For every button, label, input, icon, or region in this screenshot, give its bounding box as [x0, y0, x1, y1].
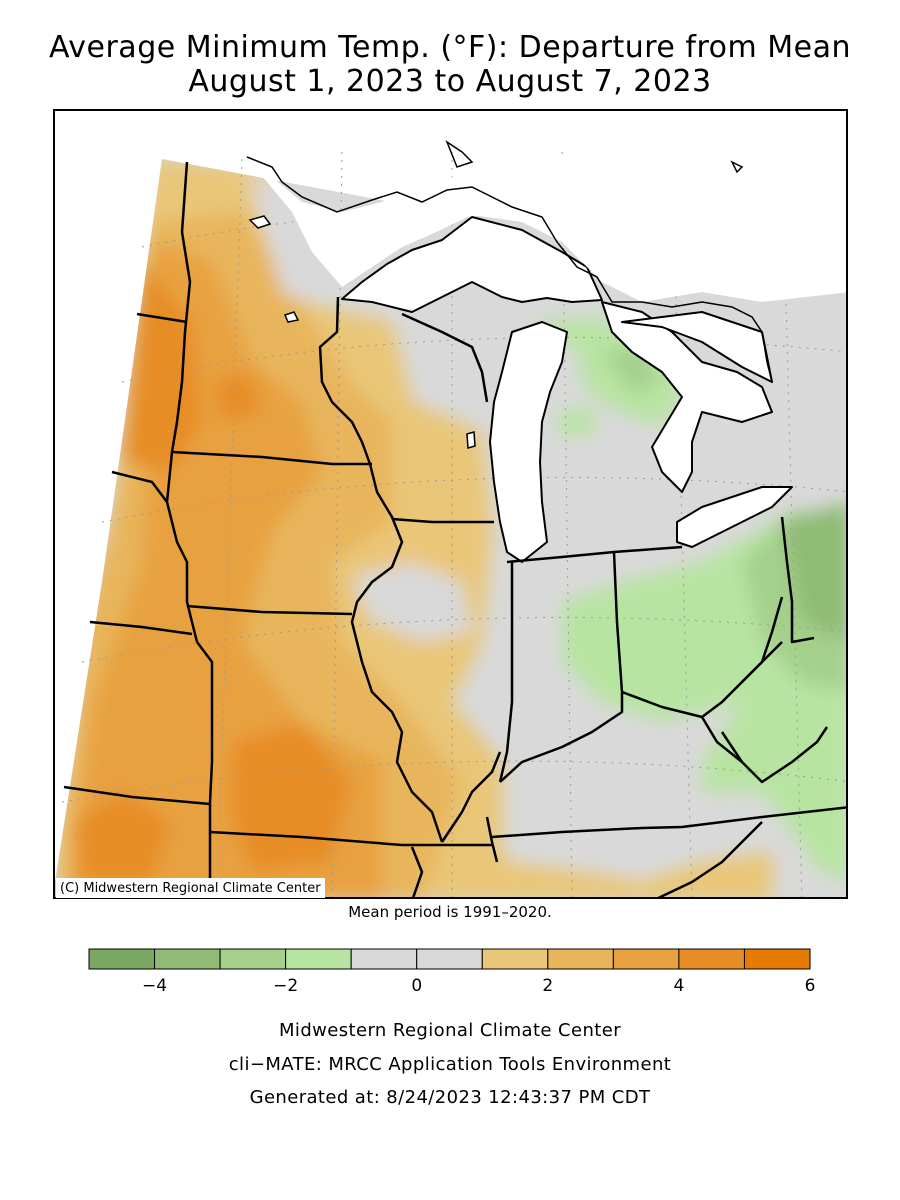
legend-bin — [88, 948, 156, 970]
border-ne-mo — [196, 641, 214, 803]
mean-period-note: Mean period is 1991–2020. — [348, 903, 552, 921]
legend-tick-labels: −4 −2 0 2 4 6 — [142, 976, 815, 996]
legend-tick-label: 6 — [805, 976, 816, 996]
border-tn-south — [657, 821, 763, 897]
legend-tick-label: 2 — [542, 976, 553, 996]
border-ia-wi-il — [350, 463, 444, 843]
border-nd-mn — [170, 161, 192, 453]
lake-huron — [601, 301, 773, 493]
legend-bin — [612, 948, 680, 970]
border-il-in — [498, 562, 514, 783]
legend-bin — [743, 948, 811, 970]
lake-erie — [676, 486, 793, 548]
canada-water — [621, 311, 773, 383]
graticule — [61, 151, 846, 897]
map-date-range: August 1, 2023 to August 7, 2023 — [188, 64, 712, 99]
state-borders — [63, 161, 846, 897]
anomaly-zone-warm-5c — [72, 792, 172, 882]
legend-bin — [547, 948, 614, 970]
border-ia-mo — [186, 604, 353, 616]
border-ky-tn — [491, 806, 846, 839]
legend-bins — [88, 948, 811, 970]
anomaly-zone-cool-mi3 — [557, 407, 597, 437]
legend-bin — [154, 948, 221, 970]
anomaly-shading — [55, 159, 846, 897]
legend-bin — [678, 948, 745, 970]
legend-tick-label: −4 — [142, 976, 167, 996]
legend-bin — [219, 948, 287, 970]
border-mo-ar — [209, 830, 492, 847]
border-wi-il — [391, 517, 494, 524]
canada-shoreline — [246, 140, 773, 383]
border-ne-ks — [89, 620, 193, 636]
canada-region — [242, 142, 846, 302]
border-ky-wv — [700, 716, 743, 763]
border-ky-va — [720, 726, 829, 784]
anomaly-zone-cool-3 — [782, 502, 846, 642]
border-il-south — [440, 751, 502, 843]
lake-superior — [341, 216, 603, 313]
border-ne-ia-sd — [165, 451, 199, 643]
lake-islands — [248, 215, 476, 449]
great-lakes — [341, 216, 793, 563]
border-mn-wi — [318, 296, 372, 465]
border-ks-ok — [63, 785, 211, 806]
border-mi-in-oh — [506, 545, 683, 564]
color-legend: −4 −2 0 2 4 6 — [88, 948, 815, 996]
border-sd-ne — [111, 470, 168, 503]
border-mn-sd-ia — [171, 450, 372, 466]
legend-bin — [350, 948, 418, 970]
border-ar-north — [410, 846, 424, 897]
legend-bin — [416, 948, 483, 970]
border-wi-mi — [401, 312, 489, 403]
lake-michigan — [489, 321, 568, 563]
copyright-label: (C) Midwestern Regional Climate Center — [56, 878, 325, 898]
border-oh-wv — [741, 596, 784, 683]
footer-organization: Midwestern Regional Climate Center — [278, 1020, 622, 1041]
map-title: Average Minimum Temp. (°F): Departure fr… — [49, 30, 851, 65]
map-panel — [53, 109, 848, 899]
legend-bin — [481, 948, 549, 970]
border-in-ky — [499, 692, 624, 783]
map-svg — [55, 140, 846, 897]
border-oh-pa — [780, 516, 815, 644]
footer-generated-at: Generated at: 8/24/2023 12:43:37 PM CDT — [249, 1087, 651, 1108]
anomaly-zone-warm-5d — [212, 372, 262, 422]
legend-bin — [285, 948, 352, 970]
anomaly-zone-neutral-ia — [352, 562, 472, 642]
legend-tick-label: 4 — [673, 976, 684, 996]
legend-tick-label: 0 — [411, 976, 422, 996]
border-mo-il-ky — [485, 816, 499, 863]
border-nd-sd — [136, 312, 188, 324]
legend-tick-label: −2 — [273, 976, 298, 996]
border-in-oh — [612, 551, 624, 693]
footer-tool-name: cli−MATE: MRCC Application Tools Environ… — [228, 1054, 672, 1075]
anomaly-zone-warm-south — [502, 852, 772, 897]
